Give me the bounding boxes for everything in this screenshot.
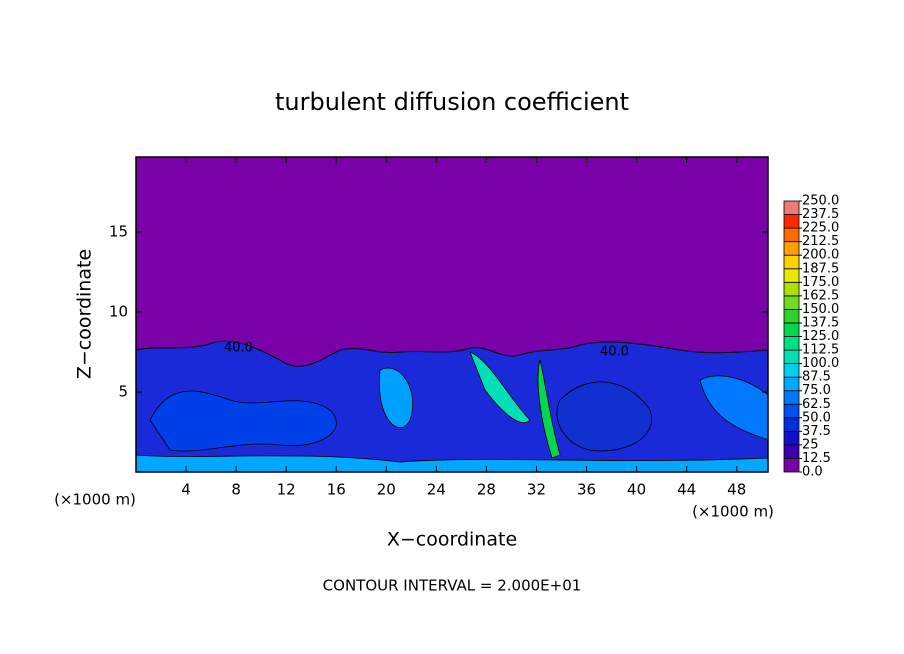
colorbar-label: 137.5 [802, 315, 839, 330]
colorbar-segment [783, 458, 800, 473]
colorbar-label: 0.0 [802, 465, 823, 480]
colorbar-label: 187.5 [802, 261, 839, 276]
contour-field [136, 157, 768, 472]
colorbar-segment [783, 308, 800, 324]
x-tick-label: 12 [277, 481, 296, 499]
colorbar-segment [783, 349, 800, 364]
colorbar-label: 50.0 [802, 410, 831, 425]
colorbar-label: 75.0 [802, 383, 831, 398]
colorbar-label: 250.0 [802, 194, 839, 209]
colorbar-label: 112.5 [802, 343, 839, 358]
x-unit: (×1000 m) [692, 503, 774, 521]
colorbar-segment [783, 227, 800, 243]
colorbar-segment [783, 376, 800, 392]
colorbar-label: 100.0 [802, 356, 839, 371]
colorbar-label: 225.0 [802, 221, 839, 236]
x-axis-label: X−coordinate [387, 529, 517, 551]
plot-frame [135, 156, 769, 473]
colorbar-label: 125.0 [802, 329, 839, 344]
colorbar-label: 150.0 [802, 302, 839, 317]
x-tick-label: 40 [627, 481, 646, 499]
colorbar-segment [783, 444, 800, 459]
colorbar-segment [783, 363, 800, 378]
y-tick-label: 15 [109, 223, 128, 241]
colorbar-label: 12.5 [802, 451, 831, 466]
colorbar-label: 87.5 [802, 370, 831, 385]
colorbar-segment [783, 390, 800, 405]
y-axis-label: Z−coordinate [74, 249, 96, 379]
contour-label: 40.0 [600, 345, 629, 360]
colorbar-segment [783, 241, 800, 256]
colorbar-label: 25 [802, 437, 819, 452]
colorbar-segment [783, 254, 800, 270]
colorbar-label: 175.0 [802, 275, 839, 290]
x-tick-label: 16 [327, 481, 346, 499]
colorbar-label: 62.5 [802, 397, 831, 412]
colorbar-label: 200.0 [802, 248, 839, 263]
colorbar-label: 162.5 [802, 288, 839, 303]
colorbar-label: 237.5 [802, 207, 839, 222]
colorbar-segment [783, 403, 800, 419]
x-tick-label: 24 [427, 481, 446, 499]
colorbar-segment [783, 430, 800, 446]
x-tick-label: 32 [527, 481, 546, 499]
colorbar-segment [783, 200, 800, 215]
y-tick-label: 5 [118, 383, 128, 401]
colorbar-segment [783, 336, 800, 351]
colorbar-segment [783, 281, 800, 297]
colorbar-segment [783, 268, 800, 283]
colorbar-segment [783, 295, 800, 310]
colorbar-label: 212.5 [802, 234, 839, 249]
y-tick-label: 10 [109, 303, 128, 321]
x-unit: (×1000 m) [54, 491, 136, 509]
chart-title: turbulent diffusion coefficient [275, 88, 629, 116]
x-tick-label: 20 [377, 481, 396, 499]
x-tick-label: 36 [577, 481, 596, 499]
x-tick-label: 44 [677, 481, 696, 499]
x-tick-label: 8 [231, 481, 241, 499]
x-tick-label: 4 [181, 481, 191, 499]
colorbar-segment [783, 214, 800, 229]
x-tick-label: 48 [727, 481, 746, 499]
contour-label: 40.0 [224, 341, 253, 356]
colorbar-segment [783, 322, 800, 337]
colorbar-label: 37.5 [802, 424, 831, 439]
colorbar-segment [783, 417, 800, 432]
x-tick-label: 28 [477, 481, 496, 499]
footer-note: CONTOUR INTERVAL = 2.000E+01 [323, 577, 582, 595]
